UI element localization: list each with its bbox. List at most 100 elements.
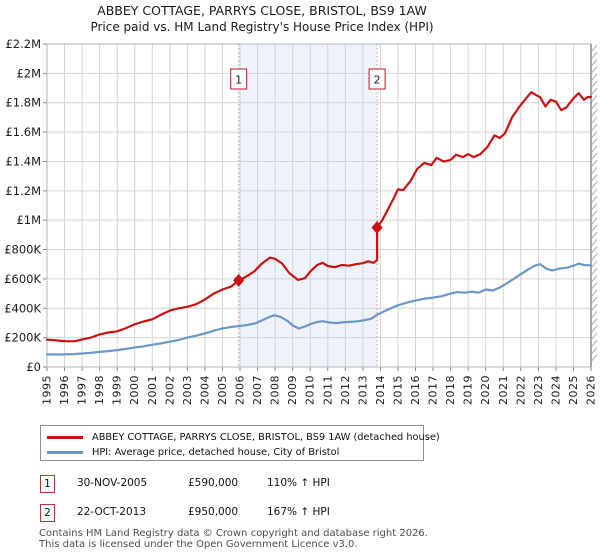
right-edge-hatch — [591, 131, 598, 138]
x-axis-tick-label: 1996 — [58, 375, 71, 405]
between-sales-band — [238, 44, 378, 367]
x-axis-tick-label: 2000 — [128, 375, 141, 405]
right-edge-hatch — [591, 159, 598, 167]
x-axis-tick-label: 2017 — [427, 375, 440, 405]
x-axis-tick-label: 1998 — [93, 375, 106, 405]
legend-label-property: ABBEY COTTAGE, PARRYS CLOSE, BRISTOL, BS… — [92, 432, 440, 443]
y-axis-tick-label: £800K — [4, 243, 41, 257]
sale-marker-diamond — [371, 221, 383, 235]
transaction-row: 1 30-NOV-2005 £590,000 110% ↑ HPI — [0, 475, 600, 495]
chart-legend: ABBEY COTTAGE, PARRYS CLOSE, BRISTOL, BS… — [40, 425, 440, 461]
right-edge-hatch — [591, 87, 598, 95]
y-axis-tick-label: £1.6M — [5, 125, 41, 139]
legend-label-hpi: HPI: Average price, detached house, City… — [92, 447, 340, 458]
transaction-number-badge: 1 — [40, 475, 55, 493]
right-edge-hatch — [591, 80, 598, 88]
x-axis-tick-label: 2009 — [286, 375, 299, 405]
right-edge-hatch — [591, 66, 598, 73]
y-axis-tick-label: £1.2M — [5, 184, 41, 198]
x-axis-tick-label: 2011 — [321, 375, 334, 405]
right-edge-hatch — [591, 152, 598, 160]
chart-title: ABBEY COTTAGE, PARRYS CLOSE, BRISTOL, BS… — [97, 3, 427, 18]
x-axis-tick-label: 2003 — [181, 375, 194, 405]
property-line-swatch — [47, 436, 83, 439]
y-axis-tick-label: £600K — [4, 272, 41, 286]
x-axis-tick-label: 2005 — [216, 375, 229, 405]
y-axis-tick-label: £1.8M — [5, 96, 41, 110]
transaction-price: £590,000 — [188, 477, 239, 489]
y-axis-tick-label: £1M — [16, 213, 41, 227]
transaction-price: £950,000 — [188, 506, 239, 518]
x-axis-tick-label: 2004 — [198, 375, 211, 405]
y-axis-tick-label: £1.4M — [5, 154, 41, 168]
x-axis-tick-label: 2012 — [339, 375, 352, 405]
right-edge-hatch — [591, 275, 598, 282]
right-edge-hatch — [591, 246, 598, 253]
right-edge-hatch — [591, 59, 598, 66]
right-edge-hatch — [591, 95, 598, 102]
x-axis-tick-label: 1995 — [41, 375, 54, 405]
legend-item-property: ABBEY COTTAGE, PARRYS CLOSE, BRISTOL, BS… — [47, 430, 440, 445]
x-axis-tick-label: 2019 — [462, 375, 475, 405]
right-edge-hatch — [591, 188, 598, 196]
right-edge-hatch — [591, 231, 598, 239]
right-edge-hatch — [591, 123, 598, 131]
right-edge-hatch — [591, 339, 598, 347]
right-edge-hatch — [591, 303, 598, 311]
sale-annotation-label: 2 — [374, 74, 381, 87]
x-axis-tick-label: 2022 — [514, 375, 527, 405]
x-axis-tick-label: 1999 — [111, 375, 124, 405]
right-edge-hatch — [591, 116, 598, 124]
transaction-date: 30-NOV-2005 — [77, 477, 148, 489]
right-edge-hatch — [591, 260, 598, 268]
transaction-row: 2 22-OCT-2013 £950,000 167% ↑ HPI — [0, 504, 600, 524]
right-edge-hatch — [591, 73, 598, 81]
license-footer: Contains HM Land Registry data © Crown c… — [39, 528, 428, 550]
right-edge-hatch — [591, 145, 598, 153]
transaction-hpi-delta: 110% ↑ HPI — [267, 477, 330, 489]
right-edge-hatch — [591, 210, 598, 217]
right-edge-hatch — [591, 109, 598, 117]
y-axis-tick-label: £0 — [26, 360, 41, 374]
x-axis-tick-label: 2025 — [567, 375, 580, 405]
transaction-hpi-delta: 167% ↑ HPI — [267, 506, 330, 518]
x-axis-tick-label: 2008 — [269, 375, 282, 405]
price-chart: 1 2 £0 £200K £400K £600K £800K £1M £1.2M £1.4M £1.… — [4, 38, 598, 405]
chart-subtitle: Price paid vs. HM Land Registry's House … — [90, 20, 434, 34]
right-edge-hatch — [591, 318, 598, 325]
footer-line-2: This data is licensed under the Open Gov… — [39, 538, 358, 550]
right-edge-hatch — [591, 354, 598, 361]
sale-annotation-box — [230, 68, 248, 90]
right-edge-hatch — [591, 282, 598, 289]
right-edge-hatch — [591, 311, 598, 318]
footer-line-1: Contains HM Land Registry data © Crown c… — [39, 528, 428, 539]
y-axis-tick-label: £200K — [4, 331, 41, 345]
hpi-line — [45, 262, 593, 356]
right-edge-hatch — [591, 224, 598, 232]
sale-annotation-label: 1 — [235, 74, 242, 87]
right-edge-hatch — [591, 325, 598, 333]
right-edge-hatch — [591, 51, 598, 59]
right-edge-hatch — [591, 253, 598, 261]
right-edge-hatch — [591, 195, 598, 203]
right-edge-hatch — [591, 296, 598, 304]
x-axis-tick-label: 2018 — [444, 375, 457, 405]
x-axis-tick-label: 2023 — [532, 375, 545, 405]
x-axis-tick-label: 2015 — [391, 375, 404, 405]
x-axis-tick-label: 2024 — [549, 375, 562, 405]
x-axis-tick-label: 2014 — [374, 375, 387, 405]
x-axis-tick-label: 2001 — [146, 375, 159, 405]
x-axis-tick-label: 2016 — [409, 375, 422, 405]
x-axis-tick-label: 2020 — [479, 375, 492, 405]
right-edge-hatch — [591, 203, 598, 210]
x-axis-tick-label: 2026 — [585, 375, 598, 405]
right-edge-hatch — [591, 138, 598, 145]
right-edge-hatch — [591, 267, 598, 275]
x-axis-tick-label: 2021 — [497, 375, 510, 405]
right-edge-hatch — [591, 174, 598, 181]
transaction-number-badge: 2 — [40, 504, 55, 522]
right-edge-hatch — [591, 181, 598, 189]
sale-marker-diamond — [233, 273, 245, 287]
hpi-line-swatch — [47, 451, 83, 454]
transaction-date: 22-OCT-2013 — [77, 506, 146, 518]
